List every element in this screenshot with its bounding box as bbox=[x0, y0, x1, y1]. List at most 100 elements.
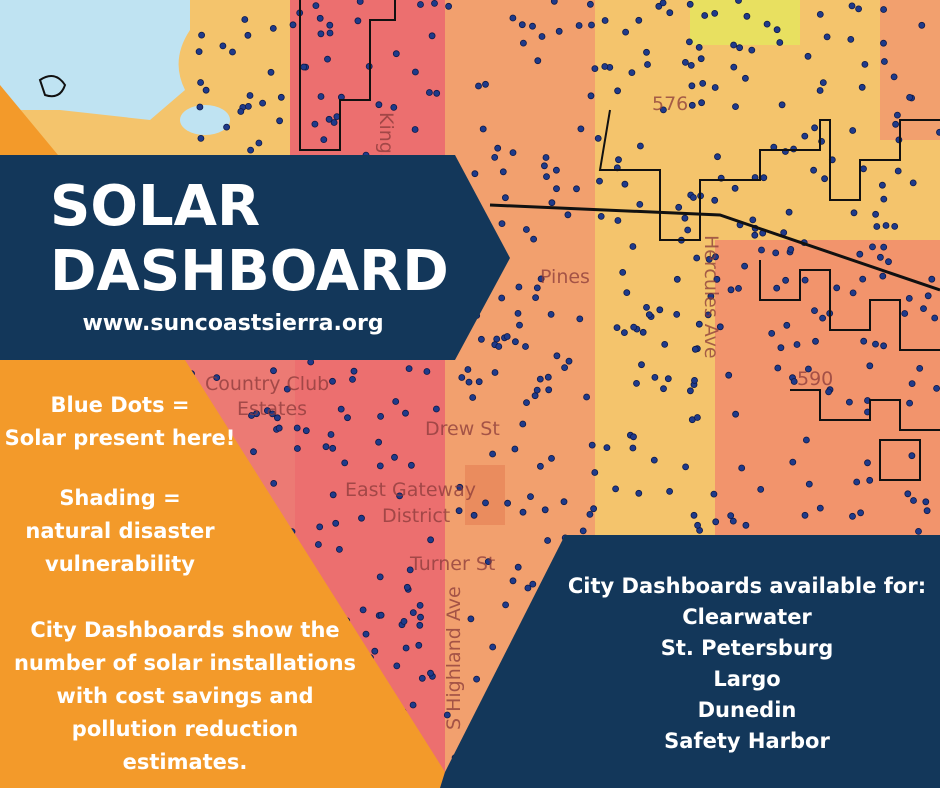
corner-accent bbox=[0, 85, 58, 155]
solar-dot bbox=[850, 209, 858, 217]
solar-dot bbox=[484, 558, 492, 565]
solar-dot bbox=[470, 511, 478, 519]
solar-dot bbox=[317, 30, 325, 38]
solar-dot bbox=[849, 512, 856, 520]
solar-dot bbox=[195, 48, 203, 55]
solar-dot bbox=[322, 443, 330, 451]
solar-dot bbox=[869, 243, 876, 251]
legend-line: Solar present here! bbox=[5, 426, 236, 450]
solar-dot bbox=[246, 92, 254, 99]
legend-line: with cost savings and bbox=[56, 684, 313, 708]
legend-line: City Dashboards show the bbox=[30, 618, 339, 642]
solar-dot bbox=[650, 456, 658, 464]
solar-dot bbox=[416, 602, 424, 609]
solar-dot bbox=[811, 307, 818, 315]
solar-dot bbox=[787, 245, 795, 253]
solar-dot bbox=[741, 262, 748, 270]
solar-dot bbox=[590, 505, 597, 513]
legend-line: natural disaster bbox=[25, 519, 215, 543]
solar-dot bbox=[531, 392, 539, 400]
solar-dot bbox=[443, 711, 451, 719]
title-banner bbox=[0, 155, 510, 360]
solar-dot bbox=[763, 20, 771, 28]
solar-dot bbox=[273, 414, 281, 422]
solar-dot bbox=[475, 378, 483, 386]
solar-dot bbox=[314, 541, 322, 548]
solar-dot bbox=[612, 485, 619, 493]
solar-dot bbox=[810, 166, 817, 174]
solar-dot bbox=[859, 275, 867, 283]
solar-dot bbox=[614, 87, 621, 95]
solar-dot bbox=[603, 444, 611, 452]
solar-dot bbox=[833, 284, 841, 292]
solar-dot bbox=[730, 41, 737, 49]
solar-dot bbox=[614, 217, 622, 224]
solar-dot bbox=[423, 368, 431, 375]
solar-dot bbox=[544, 537, 551, 544]
solar-dot bbox=[514, 309, 522, 317]
solar-dot bbox=[197, 134, 205, 142]
solar-dot bbox=[880, 6, 887, 13]
legend-line: number of solar installations bbox=[14, 651, 356, 675]
solar-dot bbox=[742, 74, 749, 82]
solar-dot bbox=[326, 21, 334, 29]
solar-dot bbox=[601, 63, 609, 70]
solar-dot bbox=[587, 0, 594, 8]
solar-dot bbox=[396, 492, 404, 500]
solar-dot bbox=[491, 153, 499, 161]
map-label: District bbox=[382, 505, 450, 527]
solar-dot bbox=[316, 523, 324, 531]
solar-dot bbox=[431, 0, 438, 7]
solar-dot bbox=[244, 103, 252, 110]
solar-dot bbox=[523, 226, 530, 233]
solar-dot bbox=[529, 22, 536, 30]
solar-dot bbox=[928, 275, 936, 283]
solar-dot bbox=[872, 210, 879, 218]
solar-dot bbox=[553, 185, 560, 193]
solar-dot bbox=[856, 250, 864, 258]
solar-dot bbox=[743, 12, 751, 20]
solar-dot bbox=[324, 55, 331, 63]
url: www.suncoastsierra.org bbox=[82, 311, 383, 336]
solar-dot bbox=[816, 10, 824, 18]
solar-dot bbox=[458, 374, 466, 381]
solar-dot bbox=[354, 17, 362, 25]
solar-dot bbox=[731, 184, 739, 192]
solar-dot bbox=[576, 315, 584, 323]
solar-dot bbox=[555, 27, 563, 35]
solar-dot bbox=[269, 24, 277, 32]
solar-dot bbox=[892, 120, 899, 128]
solar-dot bbox=[519, 420, 527, 428]
solar-dot bbox=[392, 50, 400, 58]
solar-dot bbox=[392, 398, 400, 405]
solar-dot bbox=[511, 445, 519, 453]
solar-dot bbox=[651, 373, 659, 381]
solar-dot bbox=[417, 613, 424, 621]
solar-dot bbox=[804, 52, 812, 60]
solar-dot bbox=[402, 644, 410, 652]
solar-dot bbox=[377, 412, 385, 420]
solar-dot bbox=[332, 519, 340, 527]
solar-dot bbox=[894, 167, 902, 175]
solar-dot bbox=[524, 584, 532, 592]
solar-dot bbox=[219, 42, 227, 50]
solar-dot bbox=[579, 527, 587, 535]
solar-dot bbox=[693, 254, 701, 262]
solar-dot bbox=[542, 154, 550, 161]
legend-line: estimates. bbox=[123, 750, 248, 774]
solar-dot bbox=[587, 92, 595, 100]
solar-dot bbox=[629, 243, 637, 250]
legend-line: Blue Dots = bbox=[50, 393, 189, 417]
solar-dot bbox=[768, 329, 776, 337]
solar-dot bbox=[467, 615, 475, 623]
solar-dot bbox=[275, 424, 283, 432]
solar-dot bbox=[920, 305, 927, 313]
solar-dot bbox=[329, 444, 337, 452]
solar-dot bbox=[909, 179, 917, 187]
solar-dot bbox=[376, 573, 384, 581]
map-label: Pines bbox=[540, 266, 590, 288]
solar-dot bbox=[905, 294, 913, 302]
solar-dot bbox=[825, 388, 832, 396]
solar-dot bbox=[694, 414, 701, 421]
solar-dot bbox=[681, 214, 689, 222]
